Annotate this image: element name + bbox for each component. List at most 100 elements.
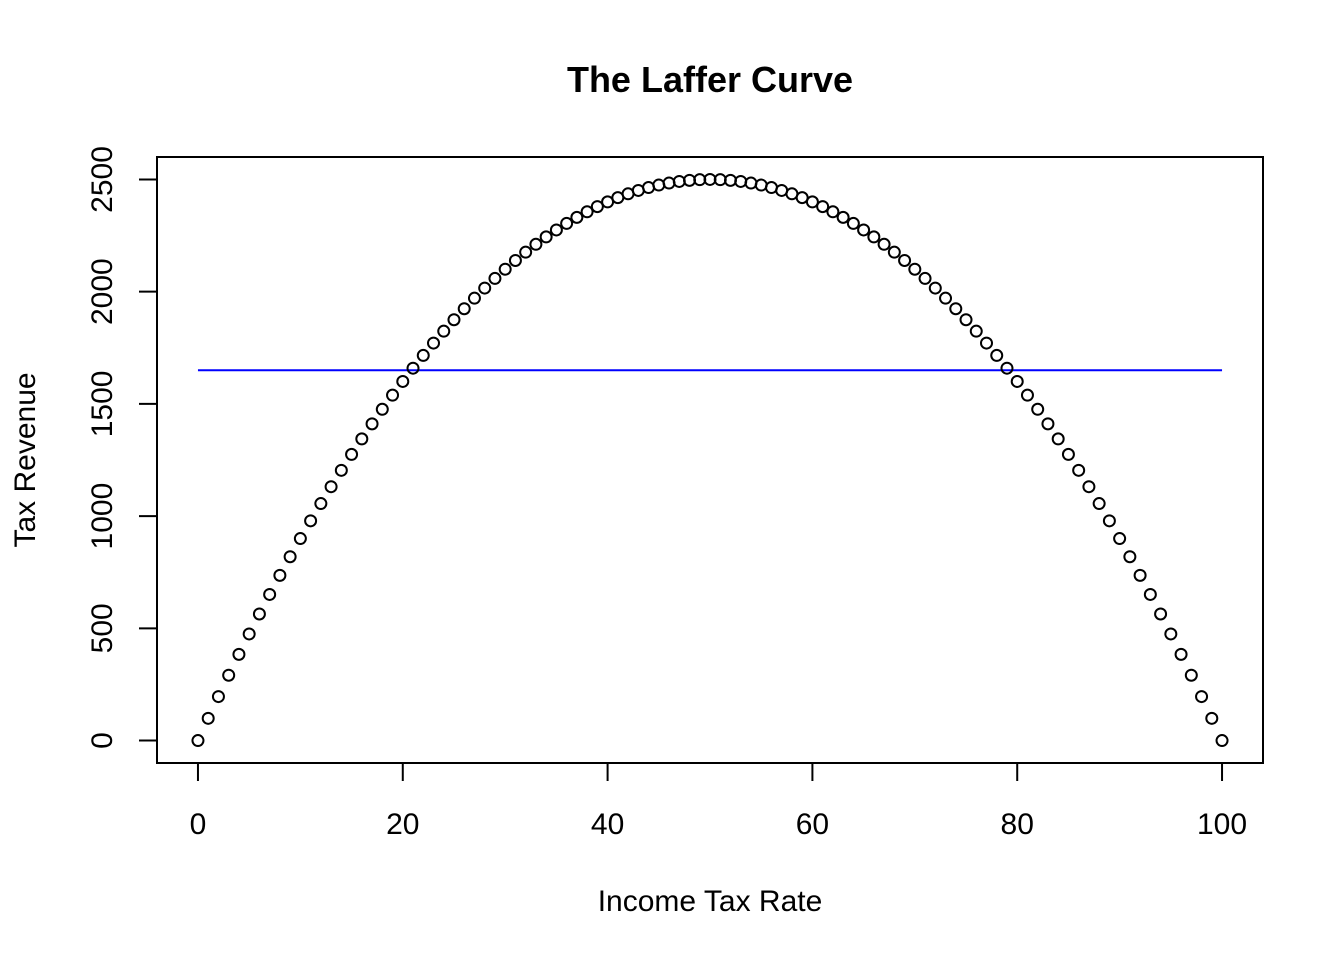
data-point [1133, 568, 1147, 582]
data-point [898, 253, 912, 267]
data-point [836, 210, 850, 224]
data-point [939, 291, 953, 305]
data-point [570, 210, 584, 224]
data-point [928, 281, 942, 295]
data-point [529, 237, 543, 251]
x-axis-label: Income Tax Rate [598, 885, 823, 918]
data-point [201, 711, 215, 725]
data-points [191, 172, 1229, 748]
data-point [191, 734, 205, 748]
data-point [1143, 587, 1157, 601]
data-point [1031, 402, 1045, 416]
data-point [560, 216, 574, 230]
x-tick-label: 80 [1001, 808, 1034, 841]
y-tick-label: 1500 [86, 371, 119, 438]
data-point [314, 497, 328, 511]
data-point [1174, 647, 1188, 661]
x-axis: 0 20 40 60 80 100 [190, 762, 1247, 841]
data-point [539, 230, 553, 244]
data-point [355, 432, 369, 446]
data-point [1113, 532, 1127, 546]
data-point [949, 302, 963, 316]
data-point [1092, 497, 1106, 511]
data-point [1184, 668, 1198, 682]
data-point [877, 237, 891, 251]
data-point [846, 216, 860, 230]
data-point [222, 668, 236, 682]
data-point [273, 568, 287, 582]
data-point [959, 313, 973, 327]
data-point [1215, 734, 1229, 748]
data-point [211, 690, 225, 704]
data-point [386, 388, 400, 402]
data-point [293, 532, 307, 546]
data-point [1164, 627, 1178, 641]
data-point [1061, 447, 1075, 461]
data-point [498, 262, 512, 276]
data-point [478, 281, 492, 295]
data-point [908, 262, 922, 276]
y-tick-label: 0 [86, 732, 119, 749]
data-point [549, 223, 563, 237]
data-point [1041, 417, 1055, 431]
data-point [980, 336, 993, 350]
data-point [406, 361, 420, 375]
data-point [990, 348, 1004, 362]
x-tick-label: 0 [190, 808, 207, 841]
data-point [1102, 514, 1116, 528]
data-point [1051, 432, 1065, 446]
data-point [1010, 374, 1024, 388]
data-point [242, 627, 256, 641]
data-point [334, 463, 348, 477]
x-tick-label: 40 [591, 808, 624, 841]
data-point [437, 324, 451, 338]
chart-title: The Laffer Curve [567, 59, 853, 100]
y-tick-label: 2500 [86, 146, 119, 213]
x-tick-label: 60 [796, 808, 829, 841]
data-point [887, 245, 901, 259]
data-point [416, 348, 430, 362]
data-point [304, 514, 318, 528]
data-point [375, 402, 389, 416]
data-point [805, 195, 819, 209]
data-point [816, 200, 830, 214]
data-point [427, 336, 440, 350]
data-point [1082, 480, 1096, 494]
data-point [1154, 607, 1168, 621]
x-tick-label: 100 [1197, 808, 1247, 841]
y-tick-label: 500 [86, 603, 119, 653]
data-point [396, 374, 410, 388]
data-point [580, 205, 594, 219]
data-point [508, 253, 522, 267]
y-axis-label: Tax Revenue [9, 372, 42, 547]
data-point [467, 291, 481, 305]
data-point [1000, 361, 1014, 375]
data-point [1123, 550, 1137, 564]
data-point [488, 271, 502, 285]
data-point [252, 607, 266, 621]
data-point [918, 271, 932, 285]
data-point [1020, 388, 1034, 402]
data-point [1195, 690, 1209, 704]
data-point [263, 587, 277, 601]
data-point [457, 302, 471, 316]
data-point [969, 324, 983, 338]
data-point [519, 245, 533, 259]
data-point [590, 200, 604, 214]
x-tick-label: 20 [386, 808, 419, 841]
data-point [447, 313, 461, 327]
data-point [857, 223, 871, 237]
data-point [365, 417, 379, 431]
data-point [1072, 463, 1086, 477]
y-tick-label: 1000 [86, 483, 119, 550]
data-point [345, 447, 359, 461]
y-axis: 0 500 1000 1500 2000 2500 [86, 146, 158, 749]
data-point [1205, 711, 1219, 725]
data-point [324, 480, 338, 494]
data-point [283, 550, 297, 564]
data-point [867, 230, 881, 244]
data-point [826, 205, 840, 219]
